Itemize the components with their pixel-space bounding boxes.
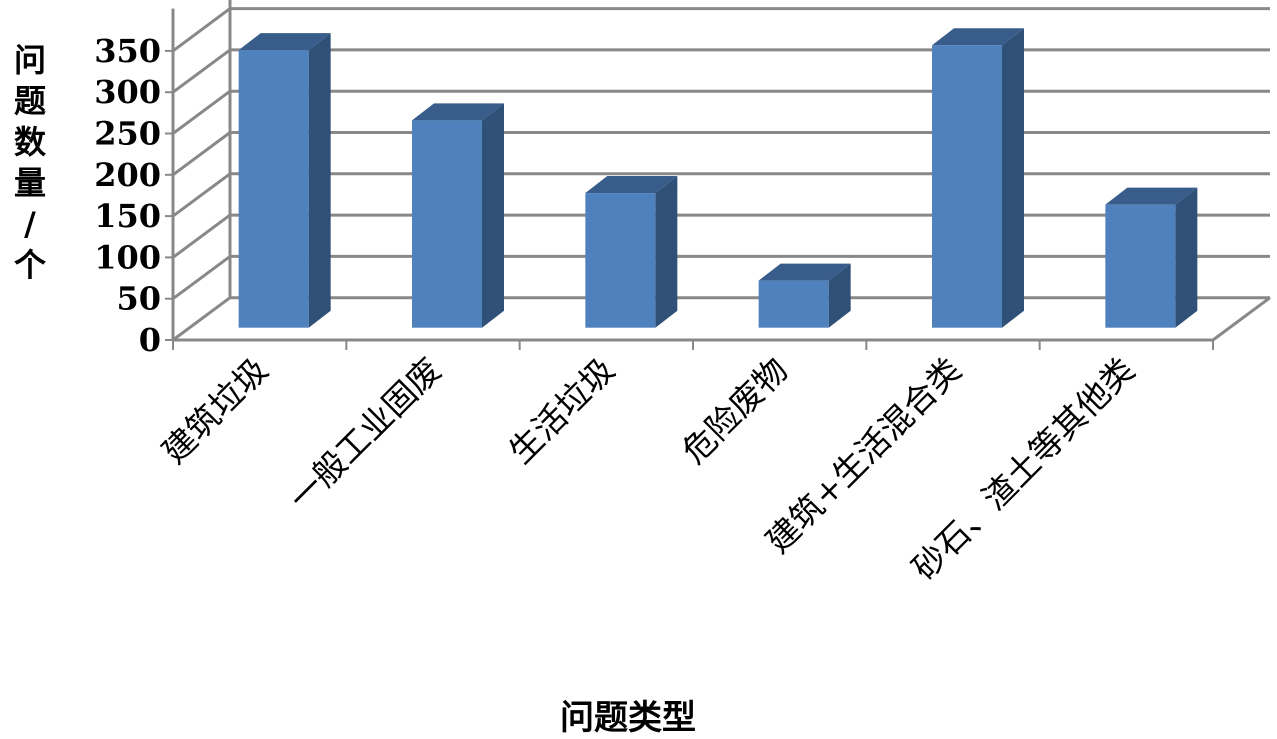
x-tick-label: 危险废物	[674, 350, 795, 471]
x-tick-label: 一般工业固废	[281, 350, 449, 518]
bar-side	[482, 103, 504, 328]
bar-top	[932, 28, 1024, 46]
bar-side	[828, 263, 851, 328]
bar	[1105, 204, 1176, 328]
y-axis-label-char: 个	[13, 246, 46, 284]
floor-edge	[1212, 296, 1271, 342]
bar	[932, 45, 1002, 328]
gridline-diagonal	[172, 213, 231, 259]
gridline-diagonal	[172, 7, 231, 53]
bar-side	[655, 176, 678, 328]
bar-top	[758, 263, 851, 281]
bar-side	[1175, 187, 1198, 328]
y-axis-label-char: 量	[13, 164, 46, 202]
y-axis-label-char: 问	[13, 41, 46, 79]
bar	[238, 50, 309, 328]
gridline-diagonal	[172, 172, 231, 218]
y-tick-label: 100	[94, 238, 161, 276]
x-tick-label: 生活垃圾	[501, 350, 622, 471]
y-tick-label: 0	[139, 321, 161, 359]
y-tick-label: 300	[94, 73, 161, 111]
x-axis-label: 问题类型	[560, 698, 696, 738]
bar-side	[1002, 28, 1024, 328]
bar	[585, 193, 656, 328]
y-axis-label-char: /	[24, 205, 36, 243]
gridline-diagonal	[172, 296, 231, 342]
bar-side	[308, 33, 331, 328]
bar-top	[585, 176, 678, 194]
y-axis-label-char: 数	[13, 123, 46, 161]
y-tick-label: 50	[116, 280, 161, 318]
gridline-diagonal	[172, 131, 231, 177]
y-tick-label: 350	[94, 32, 161, 70]
gridline-diagonal	[172, 48, 231, 94]
bar-top	[1105, 187, 1198, 205]
y-tick-label: 150	[94, 197, 161, 235]
gridline-diagonal	[172, 255, 231, 300]
y-axis-label-char: 题	[13, 82, 46, 120]
x-tick-label: 建筑垃圾	[154, 350, 275, 471]
y-tick-label: 200	[94, 156, 161, 194]
bar	[758, 280, 829, 328]
bar-top	[238, 33, 331, 51]
y-tick-label: 250	[94, 115, 161, 153]
gridline-diagonal	[172, 89, 231, 135]
bar	[412, 120, 482, 328]
y-axis-label: 问题数量 / 个	[10, 40, 50, 286]
bar-top	[412, 103, 504, 121]
